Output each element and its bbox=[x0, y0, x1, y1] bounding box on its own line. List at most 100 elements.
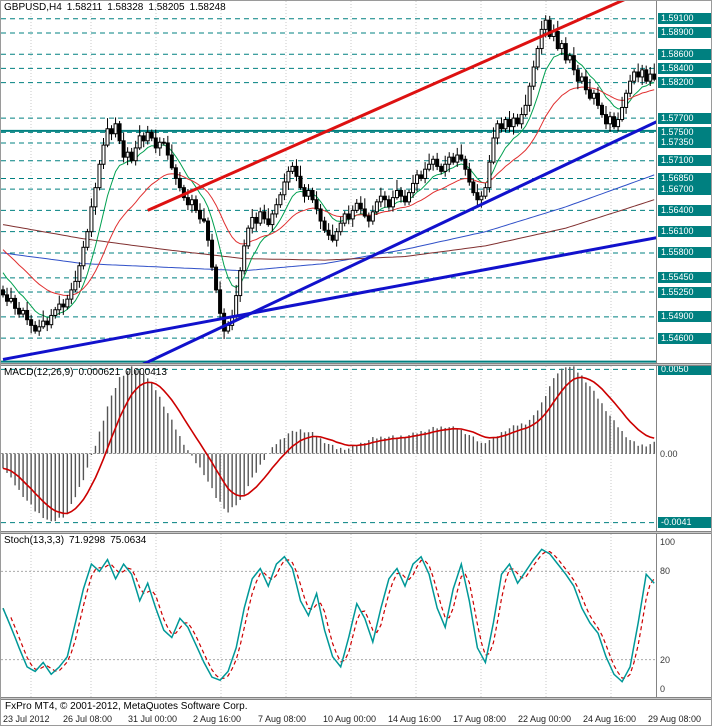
candle bbox=[394, 190, 399, 199]
stoch-signal-value: 75.0634 bbox=[110, 535, 147, 546]
candle bbox=[330, 234, 335, 241]
candle bbox=[41, 320, 46, 328]
price-chart-canvas[interactable] bbox=[1, 1, 657, 363]
candle bbox=[141, 135, 146, 142]
candle bbox=[608, 116, 613, 125]
time-axis-label: 14 Aug 16:00 bbox=[388, 714, 442, 724]
trend-line bbox=[2, 236, 657, 361]
price-level-label: 1.58900 bbox=[658, 27, 711, 38]
macd-header: MACD(12,26,9) 0.000621 0.000413 bbox=[4, 367, 172, 378]
panel-separator[interactable] bbox=[1, 531, 711, 534]
moving-average-line bbox=[2, 199, 655, 261]
candle bbox=[45, 320, 50, 326]
candle bbox=[125, 151, 130, 158]
candle bbox=[499, 123, 504, 130]
stoch-main-value: 71.9298 bbox=[69, 535, 106, 546]
candle bbox=[579, 76, 584, 82]
time-axis-label: 31 Jul 00:00 bbox=[128, 714, 178, 724]
candle bbox=[366, 215, 371, 222]
chart-header: GBPUSD,H4 1.58211 1.58328 1.58205 1.58248 bbox=[4, 2, 231, 13]
candle bbox=[378, 195, 383, 203]
time-axis-area[interactable]: FxPro MT4, © 2001-2012, MetaQuotes Softw… bbox=[1, 700, 711, 725]
candle bbox=[535, 48, 540, 68]
price-level-label: 1.55250 bbox=[658, 287, 711, 298]
price-level-label: 1.58200 bbox=[658, 77, 711, 88]
candle bbox=[415, 174, 420, 184]
candle bbox=[294, 165, 299, 177]
axis-scale-label: 100 bbox=[660, 537, 676, 547]
candle bbox=[403, 195, 407, 203]
macd-signal-line bbox=[2, 376, 655, 515]
axis-scale-label: 0 bbox=[660, 684, 666, 694]
candle bbox=[165, 142, 170, 156]
macd-canvas[interactable] bbox=[1, 366, 657, 531]
macd-panel[interactable]: MACD(12,26,9) 0.000621 0.000413 bbox=[1, 366, 657, 531]
candle bbox=[591, 92, 596, 99]
candle bbox=[599, 104, 604, 116]
candle bbox=[185, 197, 190, 206]
candle bbox=[310, 190, 315, 201]
candle bbox=[85, 231, 90, 248]
candle bbox=[423, 168, 428, 179]
candle bbox=[358, 202, 363, 210]
candle bbox=[314, 199, 319, 210]
trend-line bbox=[147, 1, 626, 212]
time-axis-label: 2 Aug 16:00 bbox=[193, 714, 242, 724]
candle bbox=[93, 187, 98, 208]
macd-signal-value: 0.000413 bbox=[125, 367, 167, 378]
ohlc-low: 1.58205 bbox=[148, 2, 185, 13]
candles-layer bbox=[1, 15, 657, 340]
stochastic-panel[interactable]: Stoch(13,3,3) 71.9298 75.0634 bbox=[1, 534, 657, 697]
candle bbox=[455, 154, 460, 163]
candle bbox=[616, 119, 621, 128]
candle bbox=[25, 309, 30, 321]
price-level-label: 0.0050 bbox=[658, 364, 711, 375]
candle bbox=[298, 175, 303, 189]
candle bbox=[431, 158, 436, 165]
stoch-label: Stoch(13,3,3) bbox=[4, 535, 65, 546]
candle bbox=[169, 154, 174, 169]
candle bbox=[13, 297, 18, 309]
candle bbox=[471, 181, 476, 194]
candle bbox=[117, 123, 122, 142]
candle bbox=[624, 92, 629, 108]
macd-label: MACD(12,26,9) bbox=[4, 367, 74, 378]
time-axis-label: 23 Jul 2012 bbox=[3, 714, 50, 724]
candle bbox=[575, 69, 580, 82]
candle bbox=[370, 211, 375, 222]
candle bbox=[29, 319, 34, 326]
candle bbox=[495, 123, 500, 139]
stochastic-canvas[interactable] bbox=[1, 534, 657, 697]
panel-separator[interactable] bbox=[1, 697, 711, 700]
candle bbox=[475, 192, 480, 201]
candle bbox=[161, 141, 166, 144]
trend-line bbox=[142, 119, 657, 363]
candle bbox=[105, 128, 110, 146]
time-axis-label: 7 Aug 08:00 bbox=[258, 714, 307, 724]
candle bbox=[322, 220, 327, 231]
candle bbox=[145, 131, 150, 142]
candle bbox=[278, 194, 283, 206]
candle bbox=[507, 119, 512, 128]
candle bbox=[390, 197, 395, 208]
candle bbox=[234, 295, 239, 318]
candle bbox=[65, 298, 70, 308]
time-axis-label: 10 Aug 00:00 bbox=[323, 714, 377, 724]
candle bbox=[354, 202, 359, 211]
candle bbox=[206, 220, 211, 241]
candle bbox=[338, 222, 343, 233]
candle bbox=[17, 307, 22, 315]
candle bbox=[57, 303, 62, 311]
candle bbox=[73, 280, 78, 291]
price-axis-column[interactable]: 1.59100 1.58900 1.58600 1.58400 1.58200 1.577… bbox=[657, 1, 711, 700]
candle bbox=[177, 177, 182, 189]
candle bbox=[113, 123, 118, 135]
candle bbox=[487, 161, 492, 189]
candle bbox=[342, 213, 347, 224]
price-chart-panel[interactable]: GBPUSD,H4 1.58211 1.58328 1.58205 1.58248 bbox=[1, 1, 657, 363]
candle bbox=[648, 73, 653, 82]
candle bbox=[214, 266, 219, 291]
candle bbox=[210, 239, 215, 268]
panel-separator[interactable] bbox=[1, 363, 711, 366]
axis-scale-label: 20 bbox=[660, 655, 671, 665]
